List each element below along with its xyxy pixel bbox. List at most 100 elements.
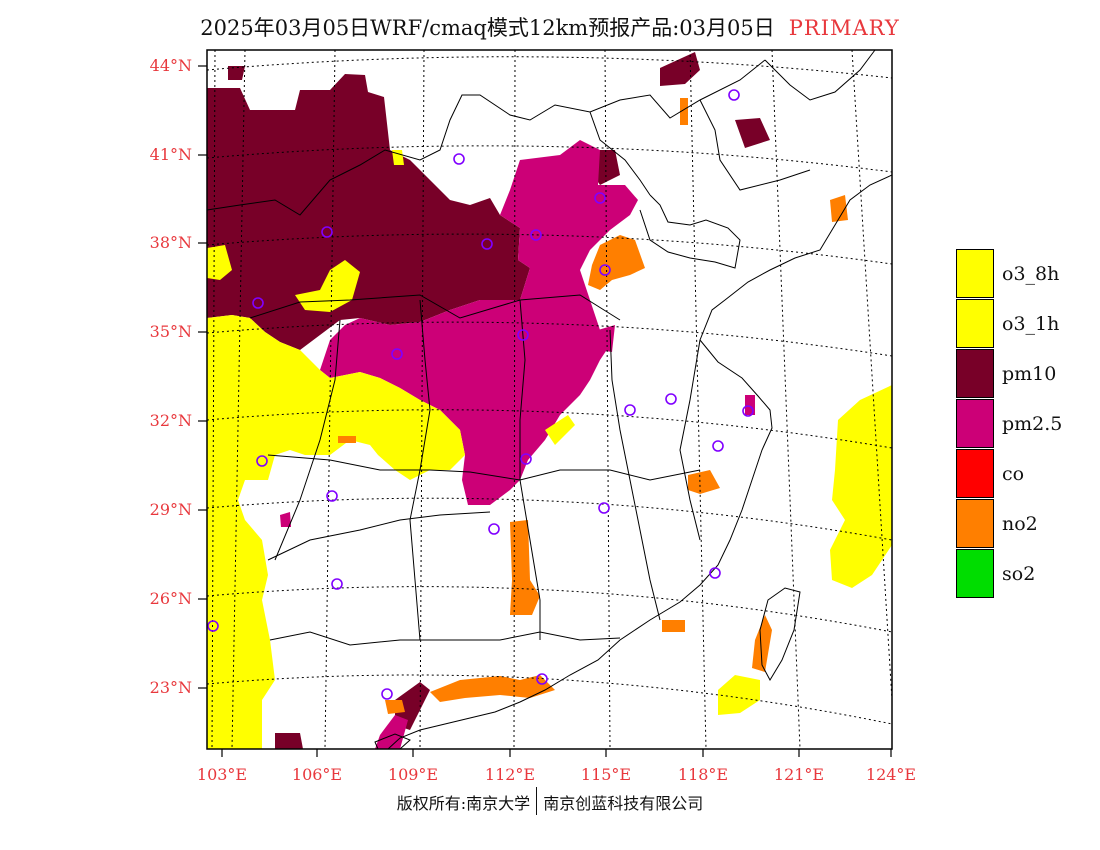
legend-item-pm10: pm10: [956, 349, 1086, 399]
station: [252, 297, 264, 309]
title-tag: PRIMARY: [788, 16, 900, 40]
taiwan-coast: [759, 587, 801, 682]
legend-label: pm10: [1002, 363, 1057, 385]
bohai-coast: [639, 194, 741, 269]
province-line-10: [589, 111, 651, 196]
province-line-11: [699, 99, 811, 191]
o3-region-southwest: [207, 315, 465, 749]
legend-label: o3_8h: [1002, 263, 1060, 285]
station: [326, 490, 338, 502]
lon-label: 121°E: [773, 765, 825, 784]
station: [488, 523, 500, 535]
lon-label: 103°E: [196, 765, 248, 784]
copyright-left: 版权所有:南京大学: [396, 794, 531, 813]
pm10-region-north: [207, 74, 530, 350]
legend-label: pm2.5: [1002, 413, 1063, 435]
lat-label: 41°N: [149, 145, 192, 164]
legend-label: so2: [1002, 563, 1036, 585]
no2-patch-3: [752, 615, 772, 672]
no2-patch-1: [688, 470, 720, 494]
station: [598, 502, 610, 514]
pm10-patch-7: [735, 118, 770, 148]
o3-patch-4: [718, 675, 760, 715]
station: [712, 440, 724, 452]
legend-swatch: [956, 549, 994, 598]
station: [728, 89, 740, 101]
legend-swatch: [956, 299, 994, 348]
legend-item-so2: so2: [956, 549, 1086, 599]
legend-item-o3-1h: o3_1h: [956, 299, 1086, 349]
no2-patch-6: [338, 436, 356, 443]
copyright-right: 南京创蓝科技有限公司: [543, 794, 704, 813]
station: [481, 238, 493, 250]
station: [536, 673, 548, 685]
station: [331, 578, 343, 590]
northeast-border: [764, 49, 876, 101]
station: [624, 404, 636, 416]
stations: [207, 89, 754, 700]
lon-label: 115°E: [580, 765, 632, 784]
province-line-1: [249, 294, 621, 321]
station: [709, 567, 721, 579]
lat-label: 44°N: [149, 56, 192, 75]
station: [391, 348, 403, 360]
province-line-3: [267, 511, 491, 561]
lon-label: 124°E: [865, 765, 917, 784]
title-text: 2025年03月05日WRF/cmaq模式12km预报产品:03月05日: [200, 16, 775, 40]
province-line-2: [267, 454, 701, 481]
lat-label: 38°N: [149, 233, 192, 252]
station: [207, 620, 219, 632]
province-line-6: [519, 299, 541, 640]
pm25-patch-4: [280, 512, 291, 527]
pm25-patch-3: [375, 715, 408, 749]
province-line-4: [269, 631, 621, 646]
lat-label: 32°N: [149, 411, 192, 430]
station: [594, 192, 606, 204]
province-line-5: [409, 299, 431, 641]
o3-patch-1: [295, 260, 360, 312]
station: [665, 393, 677, 405]
graticule: [206, 49, 893, 750]
legend-swatch: [956, 399, 994, 448]
axis-ticks: [198, 65, 892, 757]
map-frame: [206, 49, 893, 750]
lon-label: 109°E: [387, 765, 439, 784]
legend-label: co: [1002, 463, 1025, 485]
legend-swatch: [956, 499, 994, 548]
no2-patch-2: [830, 195, 848, 222]
province-line-9: [679, 339, 701, 541]
legend-item-pm25: pm2.5: [956, 399, 1086, 449]
coastline: [387, 174, 893, 750]
map-title: 2025年03月05日WRF/cmaq模式12km预报产品:03月05日 PRIM…: [0, 12, 1100, 42]
hainan-coast: [374, 733, 411, 750]
pm10-patch-5: [275, 733, 303, 749]
no2-region-pearl-river: [430, 675, 555, 702]
no2-region-xiang: [510, 520, 540, 615]
station: [599, 264, 611, 276]
boundaries: [206, 49, 893, 750]
legend-item-co: co: [956, 449, 1086, 499]
lat-label: 23°N: [149, 678, 192, 697]
legend-label: o3_1h: [1002, 313, 1060, 335]
pm25-region-central: [320, 140, 638, 505]
station: [453, 153, 465, 165]
lon-label: 112°E: [484, 765, 536, 784]
footer-divider: [536, 786, 538, 815]
station: [742, 405, 754, 417]
legend-label: no2: [1002, 513, 1038, 535]
o3-patch-2: [207, 245, 232, 280]
station: [517, 329, 529, 341]
o3-patch-6: [392, 150, 404, 165]
lat-label: 29°N: [149, 500, 192, 519]
lon-label: 118°E: [677, 765, 729, 784]
copyright-footer: 版权所有:南京大学 南京创蓝科技有限公司: [0, 786, 1100, 819]
o3-patch-5: [545, 415, 575, 445]
station: [520, 453, 532, 465]
legend-swatch: [956, 349, 994, 398]
station: [381, 688, 393, 700]
legend-swatch: [956, 249, 994, 298]
o3-patch-3: [830, 385, 892, 588]
lon-label: 106°E: [291, 765, 343, 784]
pm10-patch-2: [228, 66, 245, 80]
